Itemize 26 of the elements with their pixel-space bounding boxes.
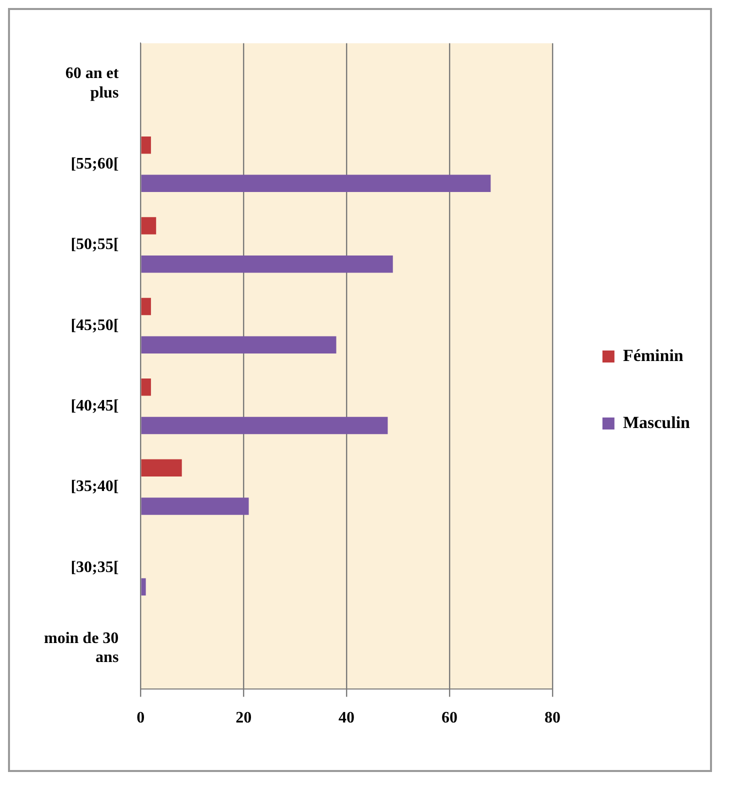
bar <box>141 298 151 316</box>
bar <box>141 498 249 515</box>
y-tick-label: [45;50[ <box>70 316 119 334</box>
bar <box>141 416 388 434</box>
bar <box>141 217 156 234</box>
y-tick-label: [35;40[ <box>70 478 119 496</box>
y-tick-label: [50;55[ <box>70 236 119 254</box>
bar <box>141 378 151 396</box>
legend-label: Masculin <box>622 412 691 432</box>
y-tick-label: [55;60[ <box>70 155 119 172</box>
bar <box>141 336 336 354</box>
y-tick-label: 60 an et plus <box>65 65 120 102</box>
bar <box>141 136 151 154</box>
bar <box>141 255 393 273</box>
y-tick-label: moin de 30 ans <box>44 630 119 666</box>
x-tick-label: 0 <box>136 710 145 727</box>
legend-label: Féminin <box>622 346 684 365</box>
y-tick-label: [30;35[ <box>70 558 119 576</box>
x-tick-label: 20 <box>236 710 252 727</box>
bar <box>141 578 146 596</box>
x-tick-label: 80 <box>544 710 560 727</box>
x-tick-label: 40 <box>338 710 355 727</box>
bar <box>141 459 182 477</box>
x-tick-label: 60 <box>441 710 458 727</box>
bar <box>141 174 491 192</box>
y-tick-label: [40;45[ <box>70 397 119 414</box>
